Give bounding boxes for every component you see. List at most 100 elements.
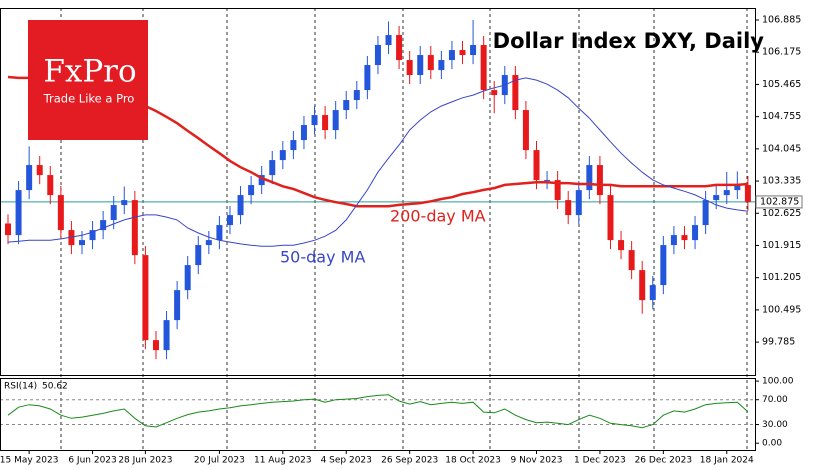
candle-body [290, 140, 297, 151]
candle-body [205, 240, 212, 246]
y-tick-label: 99.785 [762, 337, 795, 348]
candle-body [279, 150, 286, 161]
candle-body [142, 255, 149, 341]
candle-body [406, 60, 413, 76]
candle-body [269, 160, 276, 176]
candle-body [311, 115, 318, 126]
chart-title: Dollar Index DXY, Daily [493, 29, 765, 53]
x-tick-label: 9 Nov 2023 [511, 456, 563, 466]
candle-body [226, 215, 233, 226]
candle-body [216, 225, 223, 241]
candle-body [554, 180, 561, 201]
candle-body [5, 223, 11, 236]
candle-body [300, 125, 307, 141]
x-tick-label: 26 Sep 2023 [381, 456, 438, 466]
last-price-box [755, 195, 803, 209]
candle-body [237, 195, 244, 216]
x-tick-label: 1 Dec 2023 [574, 456, 626, 466]
candle-body [692, 225, 699, 241]
candle-body [586, 165, 593, 191]
y-tick-label: 105.465 [762, 79, 801, 90]
candle-body [607, 195, 614, 241]
candle-body [15, 190, 22, 236]
logo-box [28, 20, 148, 140]
y-tick-label: 106.885 [762, 15, 801, 26]
candle-body [131, 200, 138, 256]
candle-body [660, 245, 667, 286]
candle-body [628, 250, 635, 271]
candle-body [533, 150, 540, 181]
x-tick-label: 18 Jan 2024 [700, 456, 754, 466]
x-tick-label: 4 Sep 2023 [321, 456, 372, 466]
y-tick-label: 100.495 [762, 304, 801, 315]
main-frame [0, 8, 756, 376]
candle-body [470, 45, 477, 56]
candle-body [702, 200, 709, 226]
candle-body [427, 55, 434, 71]
candle-body [332, 110, 339, 131]
line-series [7, 394, 749, 429]
candle-body [512, 75, 519, 111]
rsi-frame [0, 378, 756, 451]
logo-tagline: Trade Like a Pro [43, 92, 135, 106]
candle-body [681, 235, 688, 241]
candle-body [322, 115, 329, 131]
x-tick-label: 18 Oct 2023 [445, 456, 501, 466]
candle-body [174, 290, 181, 321]
candle-body [374, 45, 381, 66]
candle-body [575, 190, 582, 216]
y-tick-label: 101.205 [762, 272, 801, 283]
line-series [7, 77, 748, 247]
candle-body [744, 185, 751, 202]
candle-body [522, 110, 529, 151]
logo: FxPro Trade Like a Pro [28, 20, 148, 140]
candle-body [491, 90, 498, 96]
candle-body [565, 200, 572, 216]
y-tick-label: 70.00 [762, 395, 788, 405]
candle-body [163, 320, 170, 351]
x-tick-label: 28 Jun 2023 [118, 456, 172, 466]
candle-body [57, 195, 64, 231]
candle-body [258, 175, 265, 186]
candle-body [89, 230, 96, 241]
annotation: 50-day MA [280, 248, 365, 267]
candle-body [639, 270, 646, 301]
candle-body [364, 65, 371, 91]
candle-body [438, 60, 445, 71]
candle-body [47, 175, 54, 196]
x-tick-label: 20 Jul 2023 [194, 456, 245, 466]
candle-body [544, 180, 551, 182]
candle-body [184, 265, 191, 291]
candle-body [723, 190, 730, 196]
candle-body [596, 165, 603, 196]
annotation: 200-day MA [390, 207, 486, 226]
x-tick-label: 15 May 2023 [0, 456, 58, 466]
candle-body [713, 195, 720, 201]
candle-body [195, 245, 202, 266]
candle-body [248, 185, 255, 196]
y-tick-label: 100.00 [762, 377, 794, 387]
candle-body [734, 185, 741, 191]
x-tick-label: 11 Aug 2023 [254, 456, 312, 466]
y-tick-label: 30.00 [762, 420, 788, 430]
candle-body [670, 235, 677, 246]
candle-body [459, 50, 466, 56]
logo-name: FxPro [43, 54, 136, 90]
y-tick-label: 104.045 [762, 143, 801, 154]
candle-body [417, 55, 424, 76]
candle-body [396, 35, 403, 61]
candle-body [36, 165, 43, 176]
y-tick-label: 101.915 [762, 240, 801, 251]
candle-body [385, 35, 392, 46]
rsi-current: 50.62 [42, 382, 68, 392]
y-tick-label: 104.755 [762, 111, 801, 122]
candle-body [353, 90, 360, 101]
last-price-label: 102.875 [760, 196, 799, 207]
candle-body [448, 50, 455, 61]
candle-body [121, 200, 128, 206]
candle-body [649, 285, 656, 301]
y-tick-label: 0.00 [762, 439, 782, 449]
candle-body [26, 165, 33, 191]
candle-body [618, 240, 625, 251]
